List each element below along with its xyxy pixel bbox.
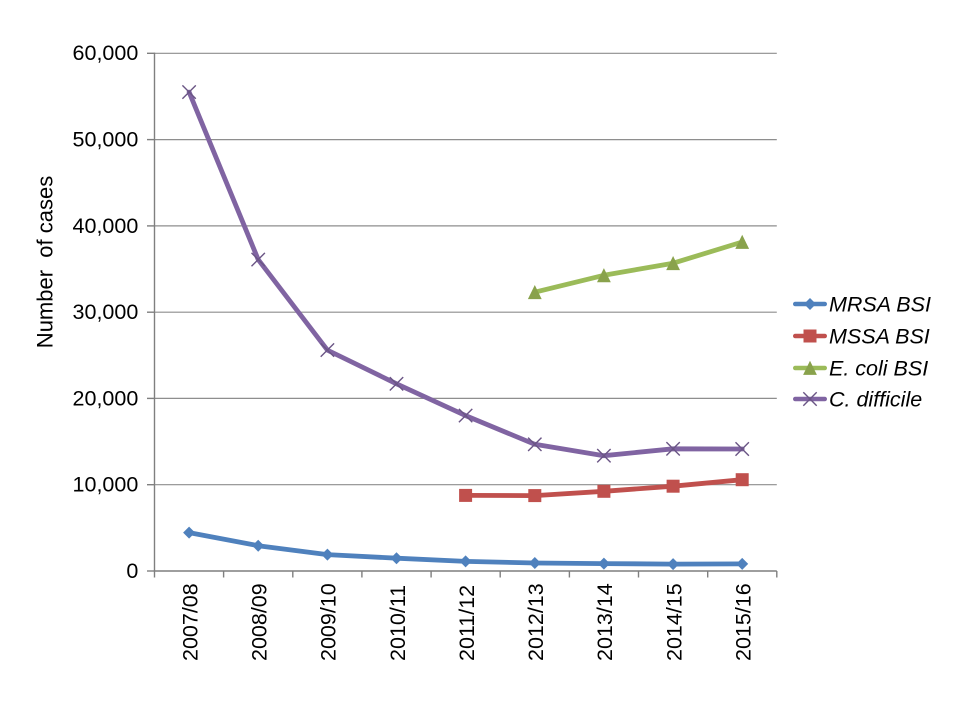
svg-text:2012/13: 2012/13 [524,583,548,661]
svg-text:MRSA BSI: MRSA BSI [829,293,931,317]
svg-text:2007/08: 2007/08 [178,583,202,661]
svg-text:MSSA BSI: MSSA BSI [829,325,930,349]
svg-text:20,000: 20,000 [73,386,139,410]
svg-text:2009/10: 2009/10 [317,583,341,661]
svg-text:40,000: 40,000 [73,214,139,238]
svg-text:30,000: 30,000 [73,300,139,324]
svg-text:2014/15: 2014/15 [662,583,686,661]
svg-text:60,000: 60,000 [73,41,139,65]
svg-text:2008/09: 2008/09 [248,583,272,661]
svg-text:50,000: 50,000 [73,128,139,152]
svg-text:2011/12: 2011/12 [455,585,479,661]
svg-text:Number of cases: Number of cases [33,176,58,348]
svg-text:0: 0 [126,559,138,583]
svg-text:2010/11: 2010/11 [386,585,410,661]
svg-text:2015/16: 2015/16 [732,583,756,661]
svg-text:10,000: 10,000 [73,473,139,497]
svg-text:E. coli BSI: E. coli BSI [829,357,928,381]
svg-text:2013/14: 2013/14 [593,583,617,661]
svg-text:C. difficile: C. difficile [829,388,922,412]
